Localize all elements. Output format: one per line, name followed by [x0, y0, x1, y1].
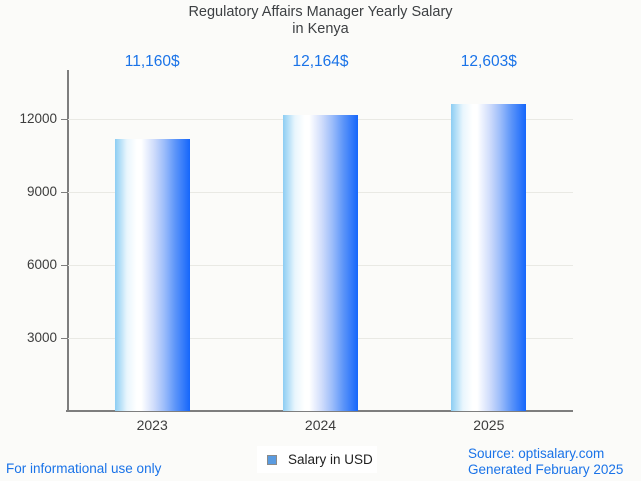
y-axis-tick — [61, 191, 68, 193]
bar-value-label: 11,160$ — [124, 53, 180, 70]
bar — [451, 104, 527, 411]
y-axis-line — [67, 70, 69, 412]
y-axis-tick — [61, 118, 68, 120]
y-axis-tick-label: 9000 — [26, 184, 57, 199]
generated-text: Generated February 2025 — [468, 462, 624, 477]
legend-label: Salary in USD — [288, 451, 373, 467]
legend: Salary in USD — [257, 446, 377, 473]
x-axis-line — [66, 410, 573, 412]
x-axis-label: 2023 — [136, 417, 168, 433]
source-text: Source: optisalary.com — [468, 446, 605, 461]
bar-value-label: 12,603$ — [460, 53, 517, 70]
bar-value-label: 12,164$ — [292, 53, 349, 70]
y-axis-tick-label: 12000 — [19, 111, 57, 126]
disclaimer-text: For informational use only — [6, 461, 162, 476]
source-block: Source: optisalary.com Generated Februar… — [468, 446, 623, 478]
legend-marker-square-icon — [267, 454, 277, 465]
y-axis-tick — [61, 264, 68, 266]
y-axis-tick-label: 6000 — [26, 257, 57, 272]
bar — [283, 115, 358, 411]
x-axis-label: 2024 — [304, 417, 337, 433]
chart-title-line1: Regulatory Affairs Manager Yearly Salary — [188, 4, 453, 20]
chart-title: Regulatory Affairs Manager Yearly Salary… — [0, 4, 641, 37]
y-axis-tick — [61, 337, 68, 339]
bar — [114, 139, 190, 411]
chart-title-line2: in Kenya — [292, 20, 349, 37]
x-axis-label: 2025 — [473, 417, 505, 433]
y-axis-tick-label: 3000 — [26, 330, 57, 345]
